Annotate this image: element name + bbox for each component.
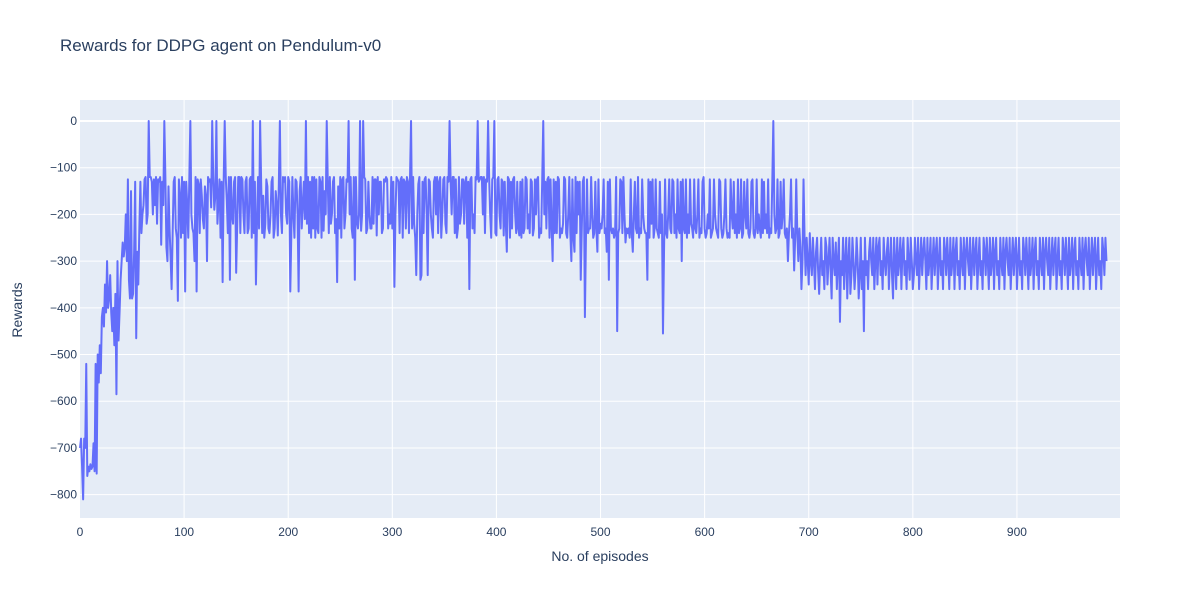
y-axis-title: Rewards — [9, 282, 25, 337]
y-tick-label: −400 — [50, 301, 77, 315]
y-tick-label: −300 — [50, 254, 77, 268]
y-tick-label: 0 — [70, 114, 77, 128]
x-axis-title: No. of episodes — [551, 548, 648, 564]
x-tick-label: 600 — [695, 525, 715, 539]
y-tick-label: −700 — [50, 441, 77, 455]
series-line — [79, 120, 1108, 501]
y-axis-ticks: 0 −100 −200 −300 −400 −500 −600 −700 −800 — [50, 114, 77, 502]
x-tick-label: 300 — [382, 525, 402, 539]
x-tick-label: 0 — [77, 525, 84, 539]
y-tick-label: −200 — [50, 207, 77, 221]
plot-area — [80, 100, 1120, 518]
series-layer — [79, 120, 1108, 501]
x-axis-ticks: 0 100 200 300 400 500 600 700 800 900 — [77, 525, 1028, 539]
x-tick-label: 500 — [591, 525, 611, 539]
x-tick-label: 400 — [486, 525, 506, 539]
y-tick-label: −800 — [50, 488, 77, 502]
chart-title: Rewards for DDPG agent on Pendulum-v0 — [60, 36, 381, 55]
y-tick-label: −100 — [50, 161, 77, 175]
x-tick-label: 100 — [174, 525, 194, 539]
x-tick-label: 700 — [799, 525, 819, 539]
x-tick-label: 900 — [1007, 525, 1027, 539]
y-tick-label: −600 — [50, 394, 77, 408]
x-tick-label: 800 — [903, 525, 923, 539]
x-tick-label: 200 — [278, 525, 298, 539]
y-tick-label: −500 — [50, 348, 77, 362]
